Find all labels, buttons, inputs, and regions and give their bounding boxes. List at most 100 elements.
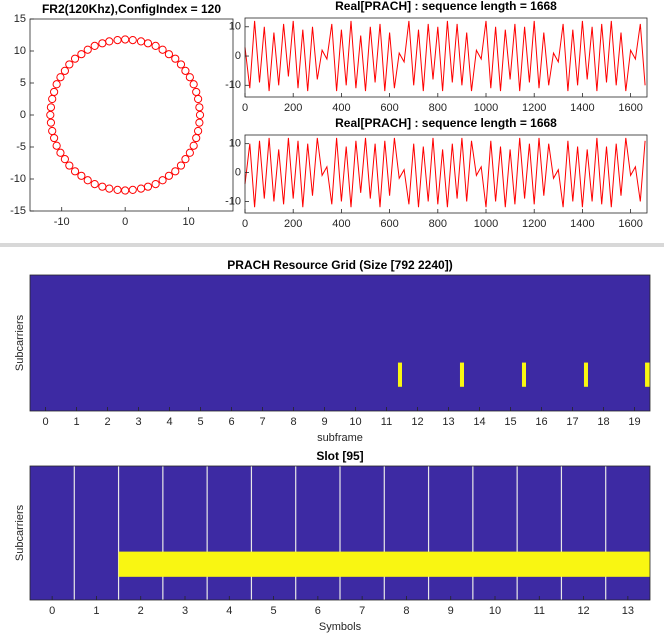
y-tick-label: 5	[20, 77, 26, 89]
allocation-block	[521, 362, 526, 387]
x-tick-label: 200	[284, 218, 302, 230]
x-tick-label: 2	[138, 605, 144, 617]
x-tick-label: 3	[182, 605, 188, 617]
marker	[70, 167, 80, 176]
marker	[65, 60, 74, 69]
marker	[143, 182, 153, 191]
marker	[105, 184, 114, 193]
marker	[185, 148, 194, 157]
marker	[48, 94, 57, 104]
marker	[60, 155, 69, 164]
marker	[181, 66, 190, 75]
x-tick-label: 13	[442, 416, 454, 428]
x-tick-label: 0	[122, 216, 128, 228]
y-tick-label: 0	[235, 50, 241, 62]
x-tick-label: 800	[429, 218, 447, 230]
chart-title: Slot [95]	[316, 449, 363, 463]
x-tick-label: 14	[473, 416, 485, 428]
marker	[90, 180, 99, 189]
marker	[164, 171, 174, 180]
signal-line	[244, 20, 646, 92]
marker	[113, 36, 122, 45]
y-tick-label: 0	[235, 166, 241, 178]
x-axis-label: subframe	[317, 432, 363, 444]
allocation-block	[645, 362, 650, 387]
marker	[65, 161, 74, 170]
marker	[195, 110, 205, 120]
marker	[90, 41, 99, 50]
marker	[171, 167, 180, 176]
x-tick-label: 9	[321, 416, 327, 428]
marker	[70, 54, 80, 63]
axes-box	[244, 134, 648, 214]
axes-box	[29, 274, 651, 412]
marker	[52, 141, 61, 150]
x-tick-label: 1000	[474, 102, 498, 114]
x-tick-label: 5	[271, 605, 277, 617]
x-tick-label: 11	[381, 416, 392, 428]
marker	[77, 50, 86, 59]
marker	[77, 171, 86, 180]
x-tick-label: 1200	[522, 102, 546, 114]
y-tick-label: -10	[225, 195, 241, 207]
x-tick-label: 7	[259, 416, 265, 428]
x-tick-label: 8	[290, 416, 296, 428]
marker	[151, 180, 160, 189]
y-tick-label: -10	[10, 173, 26, 185]
marker	[195, 118, 204, 127]
marker	[60, 66, 69, 75]
x-tick-label: -10	[54, 216, 70, 228]
x-tick-label: 6	[228, 416, 234, 428]
marker	[46, 118, 56, 127]
x-tick-label: 10	[489, 605, 501, 617]
y-tick-label: -10	[225, 79, 241, 91]
x-tick-label: 12	[577, 605, 589, 617]
marker	[164, 50, 174, 59]
axes-box	[29, 465, 651, 601]
x-tick-label: 3	[135, 416, 141, 428]
x-tick-label: 6	[315, 605, 321, 617]
y-tick-label: 10	[229, 21, 241, 33]
x-tick-label: 1400	[570, 218, 594, 230]
allocation-block	[459, 362, 464, 387]
allocation-block	[118, 551, 651, 577]
x-tick-label: 0	[42, 416, 48, 428]
x-tick-label: 0	[242, 102, 248, 114]
chart-title: Real[PRACH] : sequence length = 1668	[335, 0, 557, 13]
marker	[56, 73, 65, 82]
marker	[136, 37, 146, 46]
x-tick-label: 600	[380, 218, 398, 230]
marker	[185, 73, 194, 82]
y-tick-label: 10	[229, 138, 241, 150]
marker	[46, 103, 56, 112]
x-tick-label: 1000	[474, 218, 498, 230]
marker	[158, 45, 167, 54]
x-tick-label: 15	[504, 416, 516, 428]
y-tick-label: 10	[14, 45, 26, 57]
axes-box	[244, 17, 648, 98]
x-tick-label: 13	[622, 605, 634, 617]
x-tick-label: 2	[104, 416, 110, 428]
marker	[52, 80, 61, 89]
x-tick-label: 10	[349, 416, 361, 428]
x-tick-label: 0	[49, 605, 55, 617]
y-tick-label: 15	[14, 13, 26, 25]
x-tick-label: 600	[380, 102, 398, 114]
signal-line	[244, 137, 646, 208]
marker	[181, 155, 190, 164]
x-tick-label: 8	[403, 605, 409, 617]
marker	[195, 103, 204, 112]
marker	[194, 126, 203, 136]
y-axis-label: Subcarriers	[14, 314, 26, 371]
x-tick-label: 200	[284, 102, 302, 114]
chart-title: PRACH Resource Grid (Size [792 2240])	[227, 258, 452, 272]
x-tick-label: 7	[359, 605, 365, 617]
grid-background	[30, 275, 650, 411]
x-tick-label: 1200	[522, 218, 546, 230]
x-tick-label: 11	[534, 605, 545, 617]
x-tick-label: 0	[242, 218, 248, 230]
y-tick-label: 0	[20, 109, 26, 121]
x-tick-label: 4	[226, 605, 232, 617]
allocation-block	[397, 362, 402, 387]
